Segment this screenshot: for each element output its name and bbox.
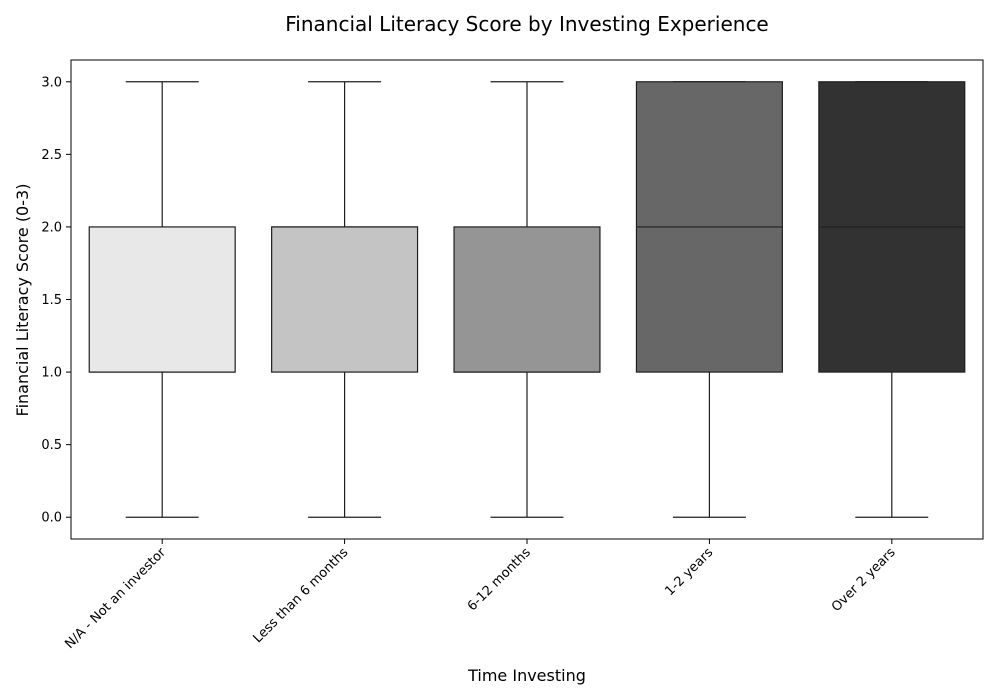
y-tick-label: 0.0 (41, 511, 62, 526)
y-tick-label: 1.0 (41, 366, 62, 381)
plot-area (88, 81, 966, 518)
y-axis-label: Financial Literacy Score (0-3) (13, 184, 32, 417)
box-4 (818, 81, 966, 518)
chart-title: Financial Literacy Score by Investing Ex… (285, 12, 769, 36)
box-2 (453, 81, 601, 518)
box-iqr (88, 226, 236, 373)
x-tick-label: N/A - Not an investor (62, 545, 169, 652)
y-tick-label: 0.5 (41, 438, 62, 453)
x-axis-label: Time Investing (467, 666, 586, 685)
x-tick-label: 6-12 months (465, 545, 534, 614)
y-tick-label: 1.5 (41, 293, 62, 308)
box-1 (271, 81, 419, 518)
box-3 (635, 81, 783, 518)
x-tick-label: 1-2 years (662, 545, 716, 599)
box-iqr (271, 226, 419, 373)
y-tick-label: 3.0 (41, 75, 62, 90)
box-0 (88, 81, 236, 518)
box-iqr (453, 226, 601, 373)
y-tick-label: 2.5 (41, 148, 62, 163)
x-tick-label: Less than 6 months (250, 545, 351, 646)
y-tick-label: 2.0 (41, 220, 62, 235)
x-tick-label: Over 2 years (829, 545, 899, 615)
